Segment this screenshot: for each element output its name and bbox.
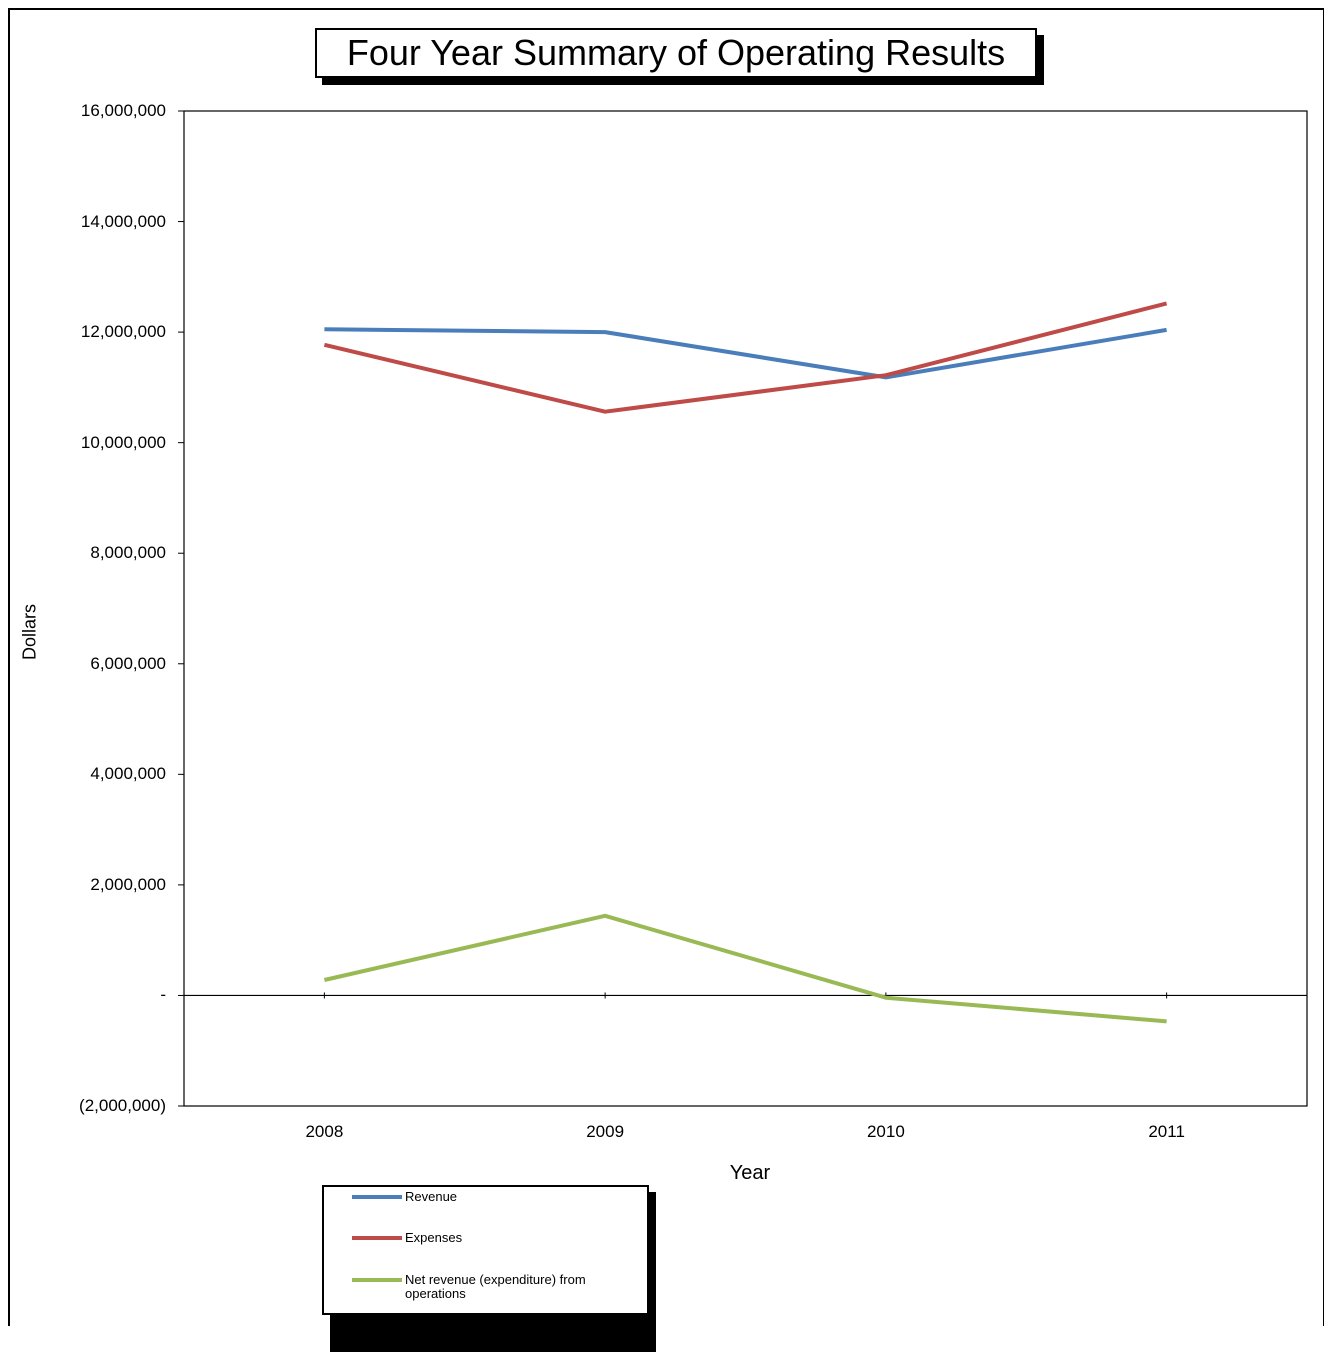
y-tick-label: 16,000,000 xyxy=(80,101,166,120)
y-tick-label: 10,000,000 xyxy=(80,432,166,452)
series-line-0 xyxy=(324,327,1167,380)
legend-swatch-expenses xyxy=(352,1236,402,1240)
y-tick-label: 14,000,000 xyxy=(80,211,166,231)
y-tick-label: 2,000,000 xyxy=(90,874,166,894)
legend-item-net-revenue: Net revenue (expenditure) from operation… xyxy=(352,1273,605,1301)
y-tick-label: 8,000,000 xyxy=(90,543,166,563)
legend-item-expenses: Expenses xyxy=(352,1231,605,1245)
y-axis-label: Dollars xyxy=(19,603,40,661)
legend-label-net-revenue: Net revenue (expenditure) from operation… xyxy=(405,1272,586,1301)
legend-item-revenue: Revenue xyxy=(352,1190,605,1204)
series-line-2 xyxy=(323,913,1167,1024)
legend-swatch-net-revenue xyxy=(352,1278,402,1282)
legend: Revenue Expenses Net revenue (expenditur… xyxy=(322,1185,649,1315)
x-tick-label: 2008 xyxy=(305,1122,344,1141)
legend-label-revenue: Revenue xyxy=(405,1189,458,1204)
legend-swatch-revenue xyxy=(352,1195,402,1199)
legend-label-expenses: Expenses xyxy=(405,1230,463,1245)
series-line-1 xyxy=(323,301,1168,414)
x-axis-label: Year xyxy=(729,1162,771,1184)
x-tick-label: 2010 xyxy=(866,1122,905,1141)
x-tick-label: 2009 xyxy=(586,1122,625,1141)
y-tick-label: 12,000,000 xyxy=(80,322,166,342)
y-tick-label: 4,000,000 xyxy=(90,764,166,784)
chart-frame xyxy=(8,8,1324,1326)
y-tick-label: (2,000,000) xyxy=(79,1096,166,1115)
plot-border xyxy=(183,110,1308,1107)
x-tick-label: 2011 xyxy=(1148,1122,1185,1141)
y-tick-label: - xyxy=(160,985,166,1005)
y-tick-label: 6,000,000 xyxy=(90,653,166,673)
chart-title: Four Year Summary of Operating Results xyxy=(315,28,1037,78)
